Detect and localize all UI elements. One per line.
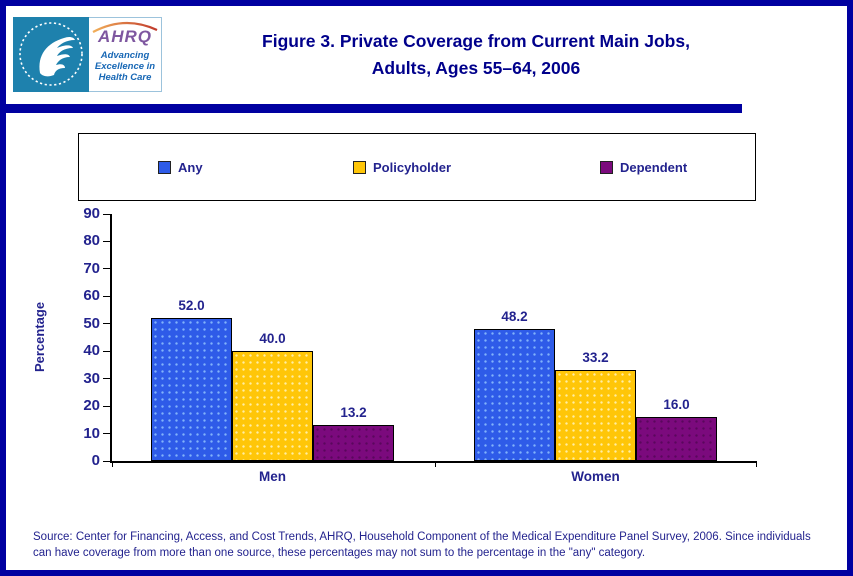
y-axis-tick bbox=[103, 240, 110, 242]
y-axis-tick bbox=[103, 405, 110, 407]
ahrq-tagline-line: Excellence in bbox=[94, 61, 156, 72]
y-axis-tick bbox=[103, 433, 110, 435]
bar-value-label: 16.0 bbox=[663, 397, 690, 413]
y-axis-tick bbox=[103, 268, 110, 270]
bar-any-men bbox=[151, 318, 232, 461]
figure-title-line2: Adults, Ages 55–64, 2006 bbox=[371, 58, 581, 78]
y-axis-tick bbox=[103, 460, 110, 462]
bar-value-label: 13.2 bbox=[340, 404, 367, 420]
category-label-women: Women bbox=[571, 469, 620, 484]
figure-title-line1: Figure 3. Private Coverage from Current … bbox=[262, 31, 690, 51]
ahrq-logo: AHRQ Advancing Excellence in Health Care bbox=[89, 17, 162, 92]
y-axis-tick-label: 70 bbox=[83, 259, 100, 277]
y-axis-tick-label: 20 bbox=[83, 397, 100, 415]
x-axis-tick bbox=[112, 461, 113, 467]
legend-item-policyholder: Policyholder bbox=[353, 160, 451, 175]
y-axis-tick bbox=[103, 323, 110, 325]
legend-swatch-icon bbox=[353, 161, 366, 174]
y-axis-tick-label: 60 bbox=[83, 287, 100, 305]
plot-area: 0 10 20 30 40 50 60 70 80 90 52.0 48.2 40.0 33.2 13.2 1… bbox=[83, 205, 757, 484]
bar-value-label: 52.0 bbox=[178, 298, 205, 314]
hhs-logo bbox=[13, 17, 89, 92]
y-axis-tick-label: 50 bbox=[83, 314, 100, 332]
bar-value-label: 48.2 bbox=[501, 308, 528, 324]
bar-value-label: 33.2 bbox=[582, 349, 609, 365]
legend-swatch-icon bbox=[600, 161, 613, 174]
y-axis-tick-label: 10 bbox=[83, 424, 100, 442]
legend-swatch-icon bbox=[158, 161, 171, 174]
legend-label: Dependent bbox=[620, 160, 688, 175]
y-axis-tick-label: 0 bbox=[91, 452, 100, 469]
legend-label: Policyholder bbox=[373, 160, 452, 175]
x-axis-tick bbox=[756, 461, 757, 467]
ahrq-tagline-line: Advancing bbox=[100, 50, 150, 61]
y-axis-tick-label: 30 bbox=[83, 369, 100, 387]
x-axis-tick bbox=[435, 461, 436, 467]
y-axis-tick-label: 90 bbox=[83, 205, 100, 222]
ahrq-tagline-line: Health Care bbox=[98, 72, 152, 83]
header-divider-bar bbox=[6, 104, 742, 113]
source-note: Source: Center for Financing, Access, an… bbox=[33, 531, 811, 559]
y-axis-tick bbox=[103, 295, 110, 297]
hhs-seal-icon bbox=[19, 22, 83, 86]
bar-dependent-women bbox=[636, 417, 717, 461]
y-axis-tick bbox=[103, 378, 110, 380]
bar-dependent-men bbox=[313, 424, 394, 461]
chart-legend: Any Policyholder Dependent bbox=[78, 133, 756, 201]
y-axis-tick-label: 80 bbox=[83, 232, 100, 250]
ahrq-acronym: AHRQ bbox=[97, 27, 153, 46]
legend-item-any: Any bbox=[158, 160, 203, 175]
ahrq-swoosh-icon bbox=[92, 21, 158, 33]
bar-policyholder-women bbox=[555, 369, 636, 461]
ahrq-tagline: Advancing Excellence in Health Care bbox=[89, 50, 161, 83]
y-axis-tick bbox=[103, 350, 110, 352]
y-axis-title: Percentage bbox=[32, 301, 47, 373]
legend-label: Any bbox=[178, 160, 203, 175]
y-axis-tick bbox=[103, 213, 110, 215]
category-label-men: Men bbox=[259, 469, 286, 484]
bar-policyholder-men bbox=[232, 351, 313, 461]
legend-item-dependent: Dependent bbox=[600, 160, 687, 175]
bar-value-label: 40.0 bbox=[259, 331, 286, 347]
figure-title: Figure 3. Private Coverage from Current … bbox=[166, 28, 786, 82]
agency-logo: AHRQ Advancing Excellence in Health Care bbox=[13, 17, 162, 92]
y-axis-tick-label: 40 bbox=[83, 342, 100, 360]
bar-any-women bbox=[474, 328, 555, 461]
